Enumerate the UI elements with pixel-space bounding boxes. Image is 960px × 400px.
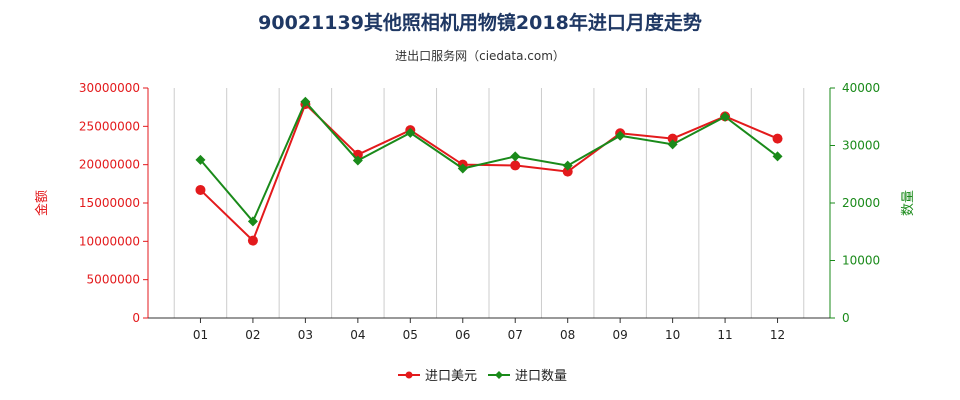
series-1-point — [772, 133, 783, 144]
series-2-point — [720, 111, 731, 122]
series-2-point — [195, 154, 206, 165]
series-1-point — [667, 133, 678, 144]
series-2-point — [772, 151, 783, 162]
series-1-point — [247, 235, 258, 246]
series-line-1 — [199, 102, 778, 243]
grid-lines — [173, 88, 805, 318]
series-2-point — [615, 130, 626, 141]
axes: 0 5000000 10000000 15000000 20000000 25000000… — [34, 81, 916, 342]
legend-label: 进口数量 — [515, 369, 567, 384]
series-1-point — [562, 166, 573, 177]
right-y-tick-label: 0 — [842, 311, 850, 325]
x-tick-label: 08 — [560, 328, 575, 342]
right-y-tick-label: 40000 — [842, 81, 880, 95]
series-line-2 — [199, 99, 779, 224]
x-tick-label: 11 — [717, 328, 732, 342]
left-y-axis-title: 金额 — [34, 190, 50, 216]
right-y-tick-label: 10000 — [842, 254, 880, 268]
right-y-tick-label: 30000 — [842, 139, 880, 153]
x-tick-label: 10 — [665, 328, 680, 342]
x-tick-label: 12 — [770, 328, 785, 342]
x-tick-label: 01 — [193, 328, 208, 342]
x-tick-label: 02 — [245, 328, 260, 342]
series-2-point — [300, 96, 311, 107]
left-y-tick-label: 30000000 — [79, 81, 140, 95]
series-1-point — [195, 184, 206, 195]
x-tick-label: 09 — [613, 328, 628, 342]
series-1-point — [510, 160, 521, 171]
right-y-tick-label: 20000 — [842, 196, 880, 210]
left-y-tick-label: 15000000 — [79, 196, 140, 210]
series-2-point — [247, 216, 258, 227]
series-2-point — [405, 127, 416, 138]
chart-title: 90021139其他照相机用物镜2018年进口月度走势 — [258, 12, 702, 34]
series-2-point — [667, 139, 678, 150]
left-y-tick-label: 25000000 — [79, 119, 140, 133]
series-2-point — [562, 160, 573, 171]
x-tick-label: 05 — [403, 328, 418, 342]
legend-swatch-marker — [405, 371, 413, 379]
series-2-point — [352, 155, 363, 166]
series-2-point — [510, 151, 521, 162]
right-y-axis-title: 数量 — [901, 190, 916, 216]
legend-label: 进口美元 — [425, 369, 477, 384]
legend-swatch-marker — [495, 371, 503, 379]
left-y-tick-label: 20000000 — [79, 158, 140, 172]
left-y-tick-label: 0 — [132, 311, 140, 325]
legend: 进口美元 进口数量 — [398, 369, 567, 384]
x-tick-label: 06 — [455, 328, 470, 342]
x-tick-label: 07 — [508, 328, 523, 342]
x-tick-label: 03 — [298, 328, 313, 342]
series-layer — [195, 96, 783, 246]
left-y-tick-label: 5000000 — [87, 273, 140, 287]
x-tick-label: 04 — [350, 328, 365, 342]
chart-subtitle: 进出口服务网（ciedata.com） — [395, 49, 565, 63]
series-2-point — [457, 163, 468, 174]
left-y-tick-label: 10000000 — [79, 234, 140, 248]
